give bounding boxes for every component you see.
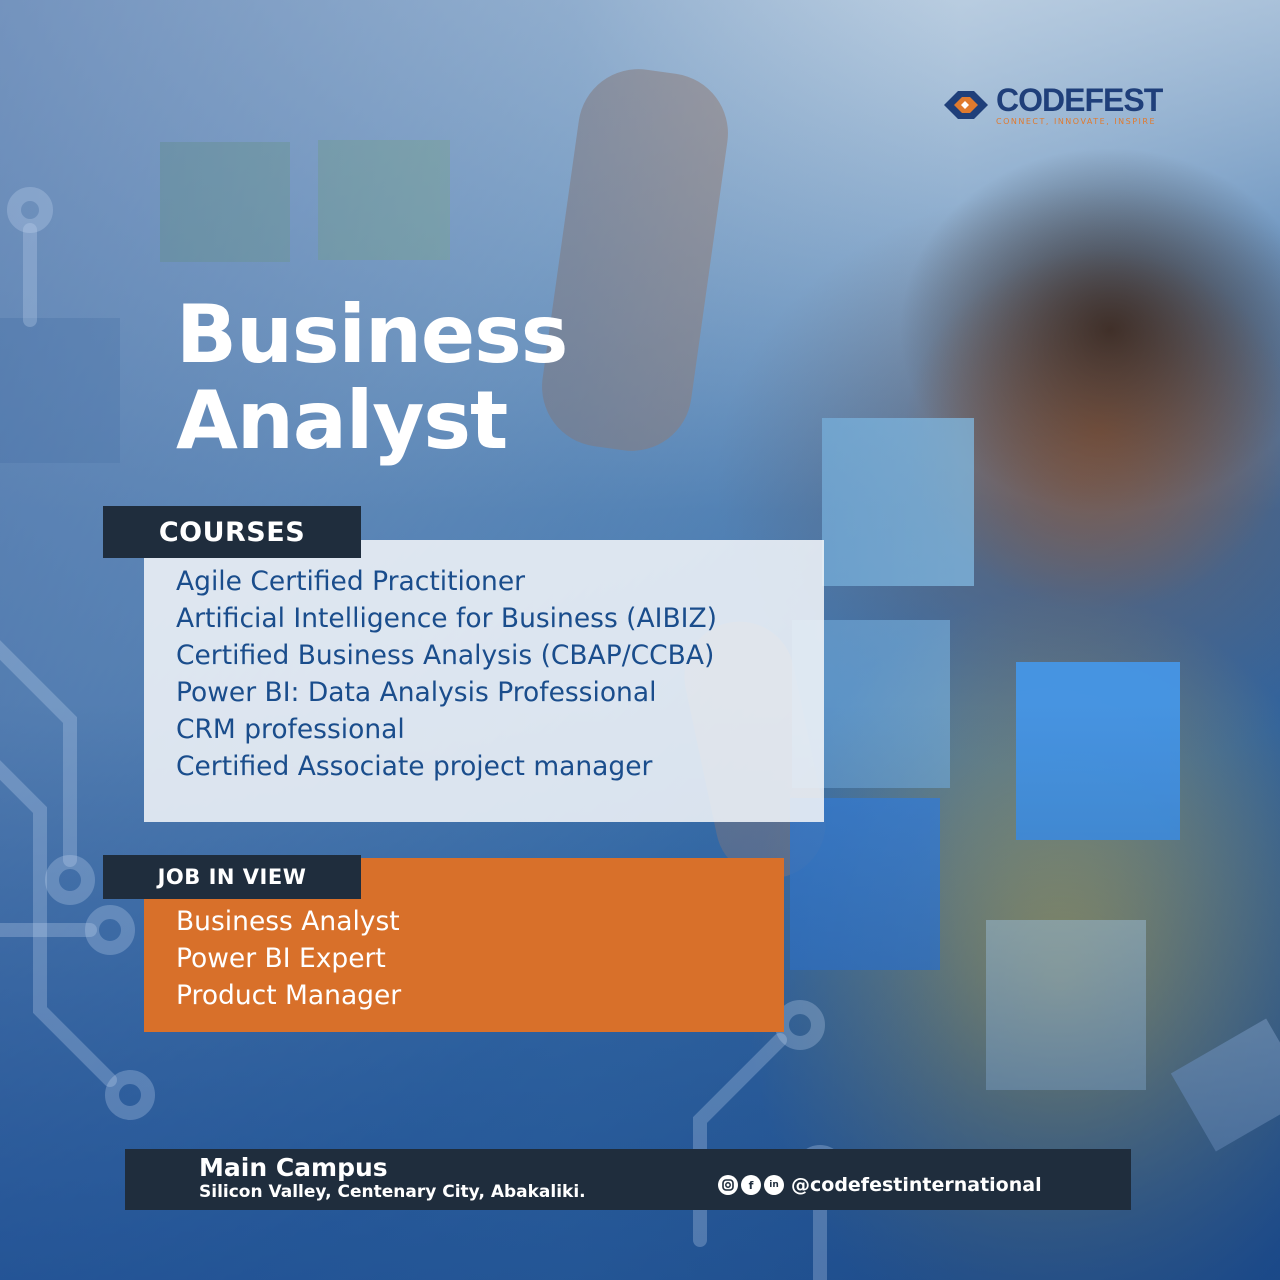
job-item: Product Manager: [176, 980, 402, 1011]
course-item: CRM professional: [176, 714, 405, 745]
footer-bar: Main Campus Silicon Valley, Centenary Ci…: [125, 1149, 1131, 1210]
title-line-1: Business: [176, 288, 568, 381]
logo-wordmark: CODEFEST: [996, 82, 1163, 118]
instagram-icon[interactable]: [718, 1175, 738, 1195]
course-item: Certified Business Analysis (CBAP/CCBA): [176, 640, 715, 671]
jobs-list: Business Analyst Power BI Expert Product…: [176, 903, 401, 1014]
title-line-2: Analyst: [176, 374, 508, 467]
courses-list: Agile Certified Practitioner Artificial …: [176, 563, 717, 785]
social-links: f in @codefestinternational: [718, 1174, 1042, 1196]
logo-tagline: CONNECT, INNOVATE, INSPIRE: [996, 117, 1157, 126]
job-item: Business Analyst: [176, 906, 400, 937]
course-item: Agile Certified Practitioner: [176, 566, 526, 597]
job-item: Power BI Expert: [176, 943, 386, 974]
page-title: Business Analyst: [176, 288, 568, 467]
diamond-logo-icon: [942, 88, 990, 122]
course-item: Power BI: Data Analysis Professional: [176, 677, 657, 708]
linkedin-icon[interactable]: in: [764, 1175, 784, 1195]
course-item: Certified Associate project manager: [176, 751, 653, 782]
course-item: Artificial Intelligence for Business (AI…: [176, 603, 717, 634]
social-handle[interactable]: @codefestinternational: [791, 1174, 1042, 1196]
courses-label: COURSES: [103, 506, 361, 558]
campus-title: Main Campus: [199, 1153, 388, 1182]
courses-panel: [144, 540, 824, 822]
jobs-label: JOB IN VIEW: [103, 855, 361, 899]
campus-address: Silicon Valley, Centenary City, Abakalik…: [199, 1182, 586, 1202]
facebook-icon[interactable]: f: [741, 1175, 761, 1195]
codefest-logo: CODEFEST CONNECT, INNOVATE, INSPIRE: [942, 82, 1163, 126]
